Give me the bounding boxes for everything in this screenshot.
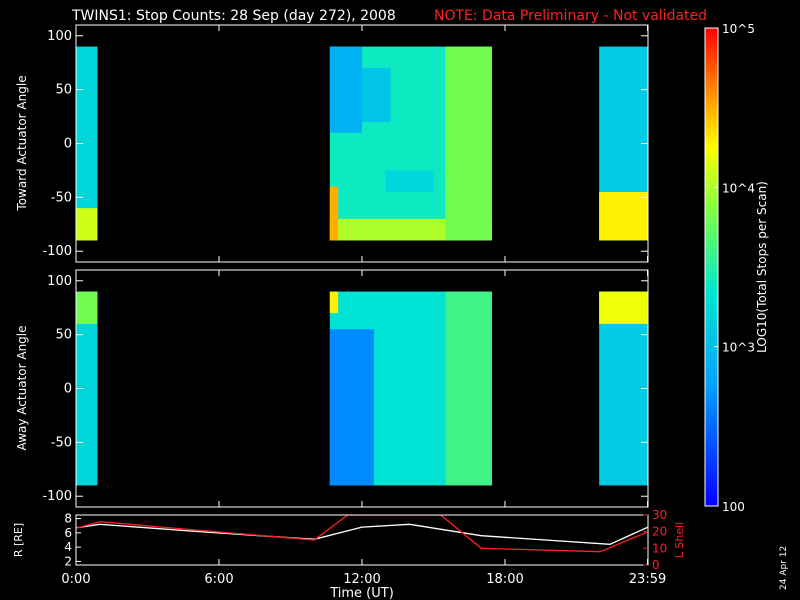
chart-title: TWINS1: Stop Counts: 28 Sep (day 272), 2… (71, 8, 396, 24)
y-tick-label: 0 (64, 137, 72, 152)
heatmap-cell (362, 68, 391, 122)
toward-actuator-panel: 100 50 0 -50 -100 Toward Actuator Angle (15, 24, 649, 263)
colorbar-tick-label: 100 (722, 500, 745, 514)
heatmap-cell (445, 46, 492, 241)
y-right-tick-label: 20 (652, 525, 667, 539)
heatmap-cell (76, 46, 98, 241)
y-tick-label: 100 (47, 29, 72, 44)
y-right-tick-label: 30 (652, 508, 667, 522)
colorbar-tick-label: 10^4 (722, 181, 755, 195)
heatmap-cell (329, 46, 362, 133)
x-tick-label: 6:00 (204, 572, 233, 587)
y-tick-label: 50 (55, 328, 72, 343)
colorbar-label: LOG10(Total Stops per Scan) (755, 181, 769, 353)
r-line (76, 523, 648, 545)
y-tick-label: 6 (64, 526, 72, 540)
x-tick-label: 23:59 (629, 572, 666, 587)
y-tick-label: 0 (64, 382, 72, 397)
y-tick-label: 50 (55, 83, 72, 98)
heatmap-cell (329, 329, 374, 486)
y-tick-label: -100 (42, 489, 72, 504)
y-tick-label: 8 (64, 512, 72, 526)
date-stamp: 24 Apr 12 (779, 546, 789, 590)
x-tick-label: 0:00 (61, 572, 90, 587)
heatmap-cell (385, 170, 434, 192)
heatmap-cell (76, 291, 98, 324)
colorbar-tick-label: 10^3 (722, 341, 755, 355)
heatmap-cell (76, 208, 98, 241)
away-actuator-panel: 100 50 0 -50 -100 Away Actuator Angle (15, 269, 649, 508)
y-tick-label: -50 (51, 190, 72, 205)
colorbar: 10^5 10^4 10^3 100 LOG10(Total Stops per Sc… (704, 22, 769, 514)
colorbar-tick-label: 10^5 (722, 22, 755, 36)
l-shell-ylabel: L Shell (673, 522, 686, 558)
heatmap-cell (329, 291, 339, 314)
y-right-tick-label: 0 (652, 558, 660, 572)
y-tick-label: 100 (47, 274, 72, 289)
heatmap-cell (76, 291, 98, 486)
l-shell-line (76, 515, 648, 553)
away-ylabel: Away Actuator Angle (15, 325, 29, 450)
heatmap-cell (599, 291, 648, 324)
orbit-panel-frame (75, 514, 649, 566)
preliminary-note: NOTE: Data Preliminary - Not validated (434, 8, 707, 24)
time-xlabel: Time (UT) (329, 586, 394, 600)
y-tick-label: 2 (64, 554, 72, 568)
x-tick-label: 18:00 (486, 572, 523, 587)
toward-ylabel: Toward Actuator Angle (15, 75, 29, 211)
heatmap-cell (329, 186, 339, 241)
heatmap-cell (599, 191, 648, 241)
x-tick-label: 12:00 (343, 572, 380, 587)
y-tick-label: -50 (51, 435, 72, 450)
y-tick-label: 4 (64, 540, 72, 554)
y-right-tick-label: 10 (652, 541, 667, 555)
r-ylabel: R [RE] (12, 523, 25, 557)
colorbar-fill (705, 28, 718, 506)
colorbar-frame (704, 27, 719, 507)
y-tick-label: -100 (42, 244, 72, 259)
heatmap-cell (445, 291, 492, 486)
